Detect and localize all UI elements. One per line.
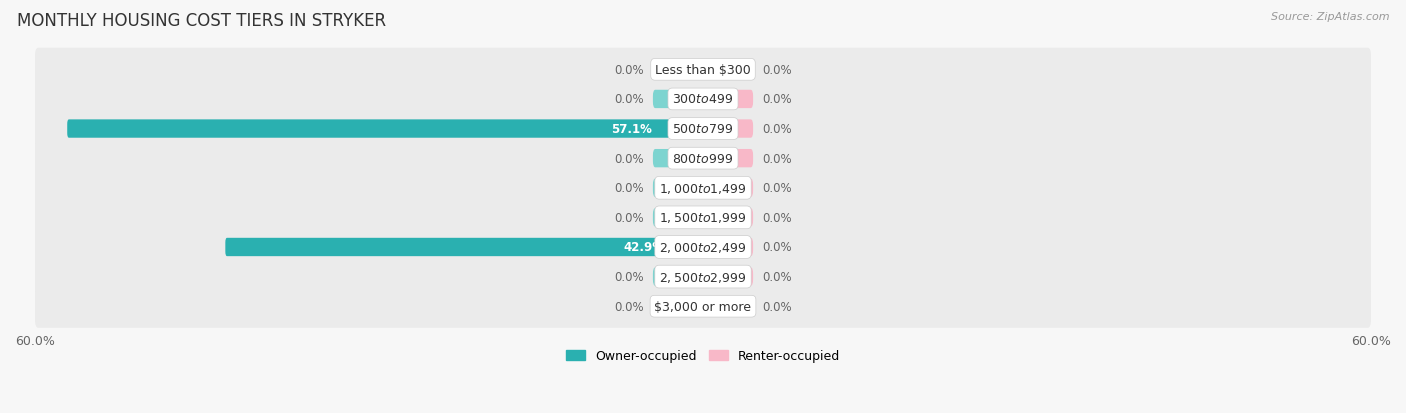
Text: $2,500 to $2,999: $2,500 to $2,999: [659, 270, 747, 284]
FancyBboxPatch shape: [703, 238, 754, 256]
Text: 0.0%: 0.0%: [762, 123, 792, 136]
Text: 0.0%: 0.0%: [614, 211, 644, 224]
Text: MONTHLY HOUSING COST TIERS IN STRYKER: MONTHLY HOUSING COST TIERS IN STRYKER: [17, 12, 387, 30]
FancyBboxPatch shape: [652, 61, 703, 79]
Text: 0.0%: 0.0%: [614, 300, 644, 313]
Text: 0.0%: 0.0%: [614, 64, 644, 77]
FancyBboxPatch shape: [703, 150, 754, 168]
FancyBboxPatch shape: [703, 120, 754, 138]
FancyBboxPatch shape: [703, 209, 754, 227]
Text: $300 to $499: $300 to $499: [672, 93, 734, 106]
FancyBboxPatch shape: [703, 90, 754, 109]
Legend: Owner-occupied, Renter-occupied: Owner-occupied, Renter-occupied: [561, 344, 845, 367]
Text: 0.0%: 0.0%: [614, 152, 644, 165]
Text: $500 to $799: $500 to $799: [672, 123, 734, 136]
Text: 0.0%: 0.0%: [614, 93, 644, 106]
FancyBboxPatch shape: [35, 78, 1371, 121]
FancyBboxPatch shape: [652, 297, 703, 316]
Text: $3,000 or more: $3,000 or more: [655, 300, 751, 313]
Text: 0.0%: 0.0%: [762, 93, 792, 106]
Text: 0.0%: 0.0%: [762, 211, 792, 224]
Text: 0.0%: 0.0%: [614, 271, 644, 283]
FancyBboxPatch shape: [35, 49, 1371, 92]
Text: 57.1%: 57.1%: [612, 123, 652, 136]
FancyBboxPatch shape: [652, 150, 703, 168]
Text: $1,500 to $1,999: $1,500 to $1,999: [659, 211, 747, 225]
Text: 0.0%: 0.0%: [762, 152, 792, 165]
Text: 0.0%: 0.0%: [762, 271, 792, 283]
FancyBboxPatch shape: [67, 120, 703, 138]
Text: 42.9%: 42.9%: [624, 241, 665, 254]
Text: Source: ZipAtlas.com: Source: ZipAtlas.com: [1271, 12, 1389, 22]
FancyBboxPatch shape: [703, 179, 754, 197]
Text: $800 to $999: $800 to $999: [672, 152, 734, 165]
FancyBboxPatch shape: [703, 297, 754, 316]
Text: 0.0%: 0.0%: [762, 241, 792, 254]
FancyBboxPatch shape: [703, 268, 754, 286]
FancyBboxPatch shape: [652, 179, 703, 197]
FancyBboxPatch shape: [652, 268, 703, 286]
Text: $2,000 to $2,499: $2,000 to $2,499: [659, 240, 747, 254]
Text: $1,000 to $1,499: $1,000 to $1,499: [659, 181, 747, 195]
FancyBboxPatch shape: [35, 167, 1371, 210]
FancyBboxPatch shape: [652, 209, 703, 227]
FancyBboxPatch shape: [35, 196, 1371, 240]
FancyBboxPatch shape: [35, 255, 1371, 299]
FancyBboxPatch shape: [703, 61, 754, 79]
Text: 0.0%: 0.0%: [614, 182, 644, 195]
FancyBboxPatch shape: [35, 108, 1371, 151]
Text: 0.0%: 0.0%: [762, 300, 792, 313]
Text: 0.0%: 0.0%: [762, 64, 792, 77]
FancyBboxPatch shape: [35, 285, 1371, 328]
Text: Less than $300: Less than $300: [655, 64, 751, 77]
FancyBboxPatch shape: [35, 137, 1371, 180]
FancyBboxPatch shape: [652, 90, 703, 109]
Text: 0.0%: 0.0%: [762, 182, 792, 195]
FancyBboxPatch shape: [35, 226, 1371, 269]
FancyBboxPatch shape: [225, 238, 703, 256]
